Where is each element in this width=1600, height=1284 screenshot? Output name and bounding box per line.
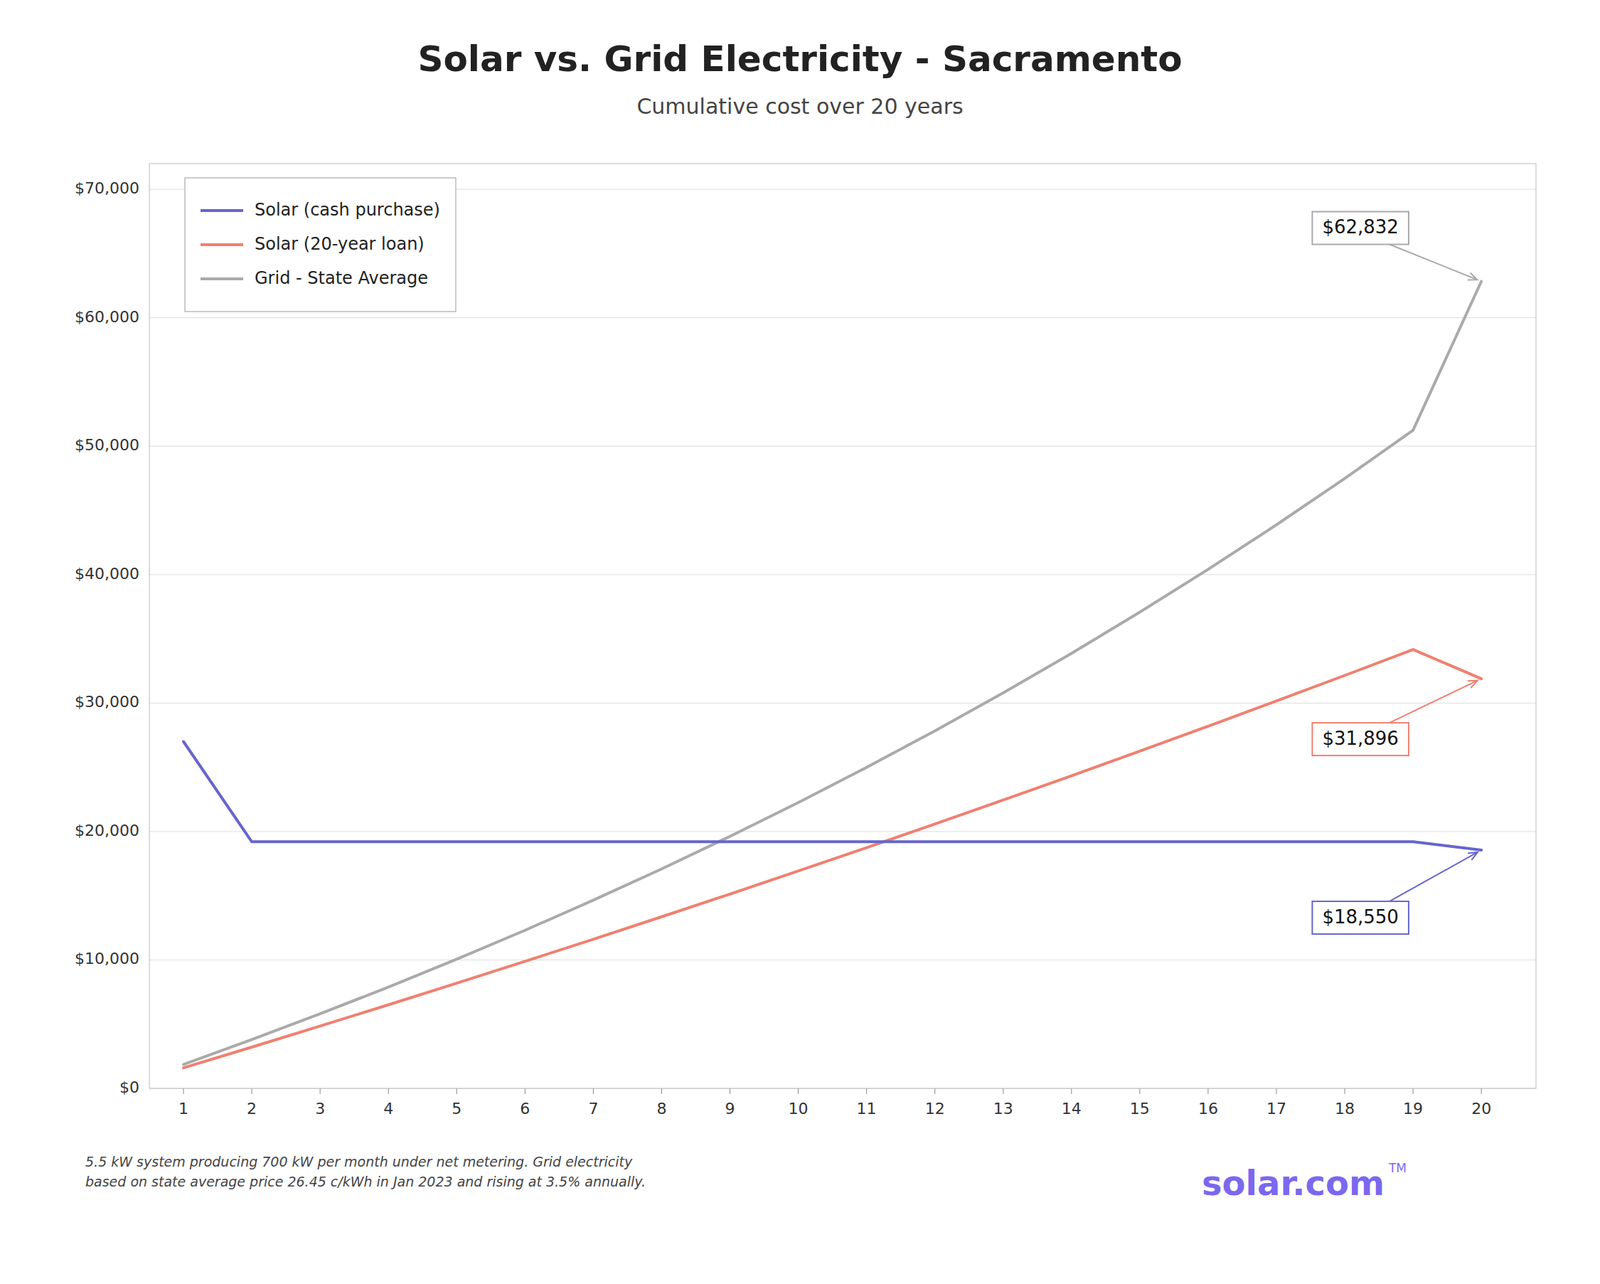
x-tick-label: 2 — [246, 1099, 257, 1118]
x-tick-label: 1 — [178, 1099, 189, 1118]
annotation: $62,832 — [1312, 211, 1477, 281]
legend-swatch — [200, 209, 244, 212]
x-tick-label: 5 — [451, 1099, 462, 1118]
title: Solar vs. Grid Electricity - Sacramento — [417, 38, 1182, 80]
x-tick-label: 10 — [788, 1099, 809, 1118]
x-tick-label: 9 — [725, 1099, 736, 1118]
annotation: $18,550 — [1312, 851, 1478, 934]
x-tick — [524, 1088, 526, 1094]
x-tick-label: 6 — [519, 1099, 530, 1118]
x-tick-label: 8 — [656, 1099, 667, 1118]
annotation: $31,896 — [1312, 680, 1477, 756]
chart: Solar vs. Grid Electricity - Sacramento C… — [0, 0, 1600, 1284]
legend-frame — [184, 177, 456, 312]
y-tick-label: $30,000 — [74, 692, 140, 711]
legend-label: Grid - State Average — [254, 268, 429, 288]
x-tick — [866, 1088, 867, 1094]
legend-swatch — [200, 243, 244, 247]
grid — [149, 189, 1536, 1088]
annotation-box — [1312, 900, 1409, 934]
x-tick — [1412, 1088, 1414, 1094]
x-tick-label: 13 — [993, 1099, 1014, 1118]
logo: solar.com — [1201, 1162, 1385, 1203]
y-tick-label: $0 — [119, 1078, 140, 1096]
x-tick-label: 15 — [1129, 1099, 1150, 1118]
series-line — [183, 649, 1482, 1068]
x-tick — [593, 1088, 594, 1094]
y-tick-label: $50,000 — [74, 435, 140, 454]
x-tick — [251, 1088, 253, 1094]
y-tick-label: $40,000 — [74, 564, 140, 583]
annotation-arrowhead — [1467, 851, 1478, 860]
legend-label: Solar (cash purchase) — [254, 199, 441, 220]
annotation-text: $62,832 — [1321, 216, 1399, 238]
x-tick — [1481, 1088, 1482, 1094]
x-tick — [320, 1088, 321, 1094]
grid-line — [149, 830, 1536, 832]
x-tick — [456, 1088, 458, 1094]
x-tick-label: 3 — [315, 1099, 325, 1118]
x-tick-label: 18 — [1334, 1099, 1355, 1118]
y-tick-label: $10,000 — [74, 949, 140, 968]
x-tick — [729, 1088, 731, 1094]
annotation-text: $31,896 — [1321, 727, 1399, 749]
legend-label: Solar (20-year loan) — [254, 233, 425, 254]
grid-line — [149, 702, 1536, 704]
x-tick-label: 11 — [856, 1099, 877, 1118]
grid-line — [149, 317, 1536, 318]
annotation-arrow — [1389, 851, 1478, 901]
grid-line — [149, 445, 1536, 447]
annotation-arrow — [1389, 680, 1478, 723]
x-tick — [1070, 1088, 1072, 1094]
x-tick-label: 17 — [1266, 1099, 1287, 1118]
annotation-arrow — [1389, 244, 1478, 281]
series-line — [183, 741, 1482, 851]
x-tick — [1344, 1088, 1346, 1094]
x-tick-label: 4 — [383, 1099, 394, 1118]
logo-mark: TM — [1388, 1160, 1407, 1175]
series-line — [183, 281, 1482, 1065]
background — [0, 0, 1600, 1284]
x-tick — [661, 1088, 663, 1094]
x-tick-label: 14 — [1061, 1099, 1082, 1118]
legend-swatch — [200, 277, 244, 281]
series-group — [183, 281, 1482, 1069]
x-tick — [1002, 1088, 1004, 1094]
annotation-box — [1312, 211, 1409, 245]
y-tick-label: $20,000 — [74, 821, 140, 840]
y-tick-label: $60,000 — [74, 307, 140, 326]
x-tick — [1139, 1088, 1140, 1094]
annotation-text: $18,550 — [1321, 905, 1399, 928]
subtitle: Cumulative cost over 20 years — [636, 93, 963, 119]
footnote-line: based on state average price 26.45 c/kWh… — [85, 1173, 646, 1189]
x-tick-label: 7 — [588, 1099, 599, 1118]
annotation-arrowhead — [1467, 272, 1478, 280]
footnote: 5.5 kW system producing 700 kW per month… — [85, 1153, 646, 1189]
x-tick-label: 19 — [1403, 1099, 1423, 1118]
annotation-box — [1312, 722, 1409, 756]
y-tick-label: $70,000 — [74, 179, 140, 197]
x-tick — [1275, 1088, 1277, 1094]
x-tick — [797, 1088, 799, 1094]
x-tick — [388, 1088, 389, 1094]
footnote-line: 5.5 kW system producing 700 kW per month… — [85, 1153, 633, 1170]
grid-line — [149, 959, 1536, 960]
grid-line — [149, 573, 1536, 575]
x-tick-label: 16 — [1198, 1099, 1219, 1118]
annotation-arrowhead — [1467, 680, 1478, 688]
plot-frame — [149, 163, 1536, 1088]
x-tick — [1207, 1088, 1209, 1094]
x-tick — [183, 1088, 185, 1094]
x-tick — [934, 1088, 936, 1094]
legend: Solar (cash purchase) Solar (20-year loan… — [184, 177, 456, 312]
x-tick-label: 12 — [925, 1099, 946, 1118]
x-tick-label: 20 — [1471, 1099, 1492, 1118]
